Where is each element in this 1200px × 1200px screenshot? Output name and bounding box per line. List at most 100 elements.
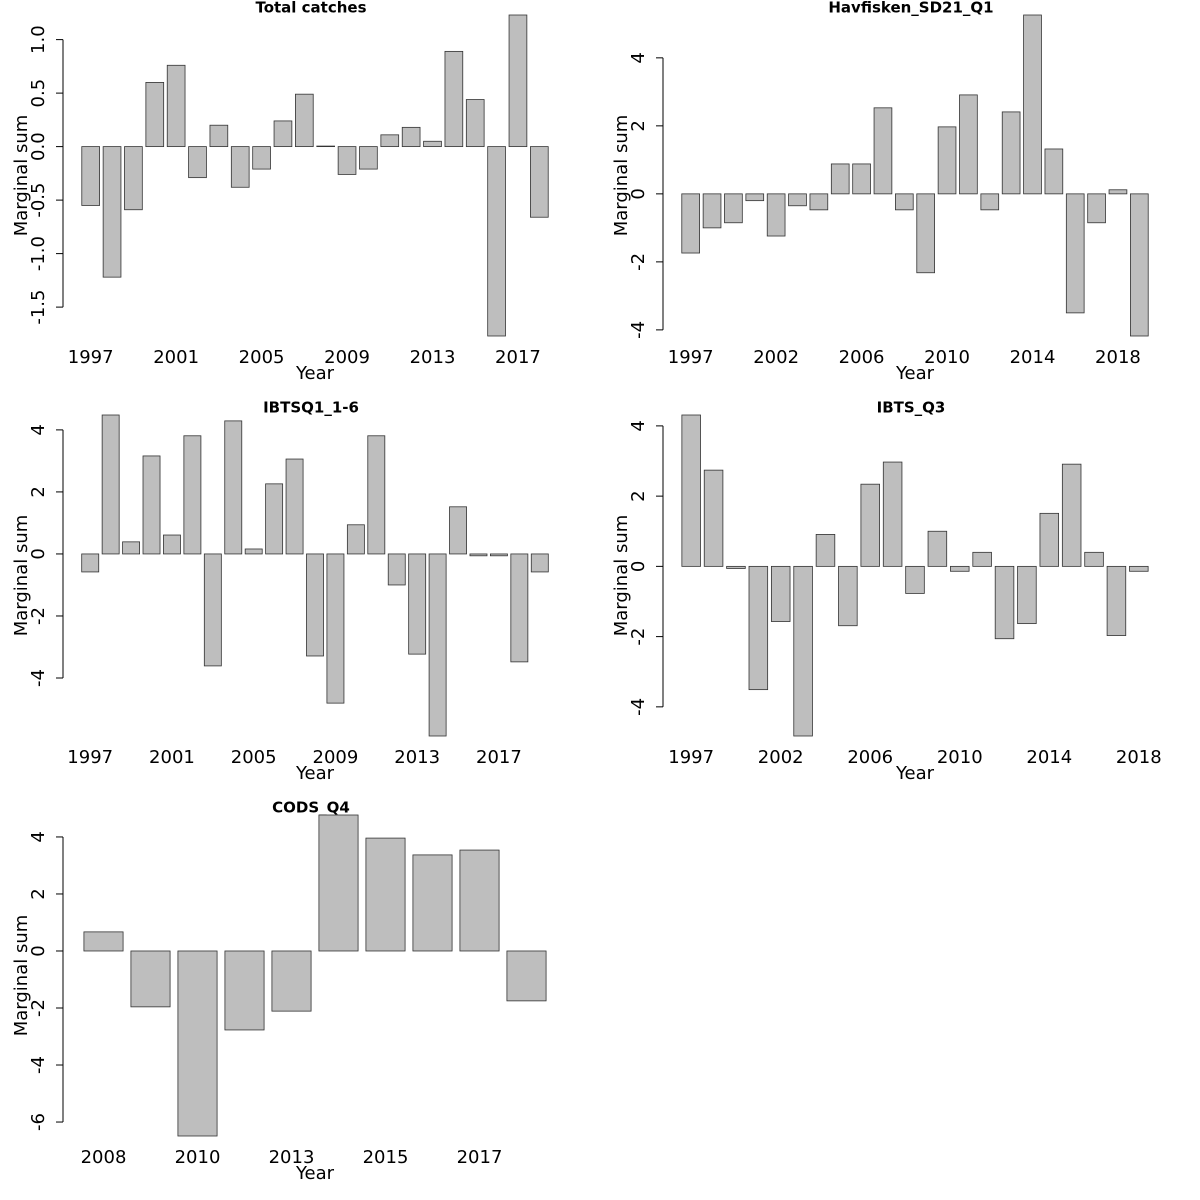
x-tick-label: 2009 — [324, 347, 370, 368]
x-tick-label: 2018 — [1116, 747, 1162, 768]
y-axis-label: Marginal sum — [611, 115, 632, 237]
chart-title: CODS_Q4 — [272, 799, 350, 817]
x-tick-label: 2018 — [1095, 347, 1141, 368]
y-tick-label: 4 — [628, 420, 649, 431]
bar — [1108, 189, 1128, 195]
bar — [959, 94, 978, 195]
bar — [209, 124, 229, 148]
x-tick-label: 2013 — [394, 747, 440, 768]
bar — [1039, 512, 1060, 567]
bar — [487, 146, 506, 337]
x-tick-label: 2017 — [495, 347, 541, 368]
bar — [905, 565, 925, 594]
bar — [895, 193, 914, 211]
bar — [83, 931, 124, 952]
x-tick-label: 2014 — [1026, 747, 1072, 768]
y-tick-label: 2 — [28, 486, 49, 497]
bar — [459, 849, 500, 952]
bar — [702, 193, 722, 229]
bar — [183, 435, 202, 555]
bar — [726, 565, 746, 569]
chart-title: Havfisken_SD21_Q1 — [828, 0, 993, 17]
bar — [809, 193, 829, 211]
bar — [244, 548, 263, 555]
y-tick-label: 4 — [628, 52, 649, 63]
y-tick-label: 0 — [28, 945, 49, 956]
y-tick-label: 2 — [628, 120, 649, 131]
bar — [793, 565, 813, 737]
x-tick-label: 2005 — [231, 747, 277, 768]
bar — [306, 553, 324, 657]
bar — [1001, 111, 1021, 195]
bar — [1023, 14, 1042, 195]
chart-title: IBTSQ1_1-6 — [263, 399, 359, 417]
bar — [188, 146, 207, 179]
y-tick-label: 2 — [628, 490, 649, 501]
bar — [412, 854, 453, 952]
x-tick-label: 2010 — [937, 747, 983, 768]
bar — [950, 565, 970, 572]
x-axis-label: Year — [295, 1163, 335, 1184]
y-axis-label: Marginal sum — [11, 915, 32, 1037]
y-tick-label: 1.0 — [28, 25, 49, 54]
bar — [252, 146, 271, 170]
bar — [873, 107, 893, 195]
bar — [367, 435, 386, 555]
y-tick-label: -6 — [28, 1113, 49, 1131]
y-axis-label: Marginal sum — [11, 115, 32, 237]
bar — [177, 950, 218, 1137]
bar — [681, 193, 700, 254]
y-axis-label: Marginal sum — [11, 515, 32, 637]
x-tick-label: 2002 — [758, 747, 804, 768]
bar — [1065, 193, 1085, 314]
x-tick-label: 2010 — [175, 1147, 221, 1168]
bar — [882, 461, 903, 567]
bar — [465, 99, 485, 148]
x-tick-label: 2017 — [476, 747, 522, 768]
bar — [318, 814, 359, 952]
bar — [326, 553, 345, 704]
y-axis-label: Marginal sum — [611, 515, 632, 637]
bar — [748, 565, 769, 691]
bar — [81, 146, 100, 206]
bar — [788, 193, 807, 207]
y-tick-label: -4 — [628, 698, 649, 716]
bar — [508, 14, 528, 148]
y-tick-label: -4 — [628, 321, 649, 339]
bar — [510, 553, 529, 663]
bar — [1106, 565, 1127, 636]
x-tick-label: 2013 — [269, 1147, 315, 1168]
bar — [124, 146, 143, 211]
bar — [681, 414, 701, 567]
bar — [994, 565, 1015, 640]
bar — [359, 146, 378, 170]
y-tick-label: -2 — [28, 607, 49, 625]
x-tick-label: 1997 — [668, 747, 714, 768]
bar — [337, 146, 357, 175]
bar — [703, 469, 724, 567]
y-tick-label: 0.5 — [28, 79, 49, 108]
bar — [428, 553, 447, 737]
x-tick-label: 2013 — [410, 347, 456, 368]
bar — [285, 458, 304, 555]
x-tick-label: 2005 — [239, 347, 285, 368]
y-tick-label: 4 — [28, 424, 49, 435]
bar — [815, 534, 836, 567]
x-tick-label: 2009 — [313, 747, 359, 768]
chart-title: IBTS_Q3 — [877, 399, 946, 417]
y-tick-label: -2 — [628, 628, 649, 646]
bar — [449, 506, 467, 555]
x-tick-label: 2015 — [363, 1147, 409, 1168]
bar — [838, 565, 858, 627]
bar — [408, 553, 427, 655]
bar — [423, 140, 442, 148]
bar — [101, 414, 120, 555]
bar — [770, 565, 791, 622]
bar — [927, 530, 948, 567]
bar — [530, 146, 549, 218]
bar — [271, 950, 312, 1012]
bar — [273, 120, 293, 148]
bar — [224, 950, 265, 1031]
bar — [1084, 551, 1104, 567]
bar — [81, 553, 100, 573]
